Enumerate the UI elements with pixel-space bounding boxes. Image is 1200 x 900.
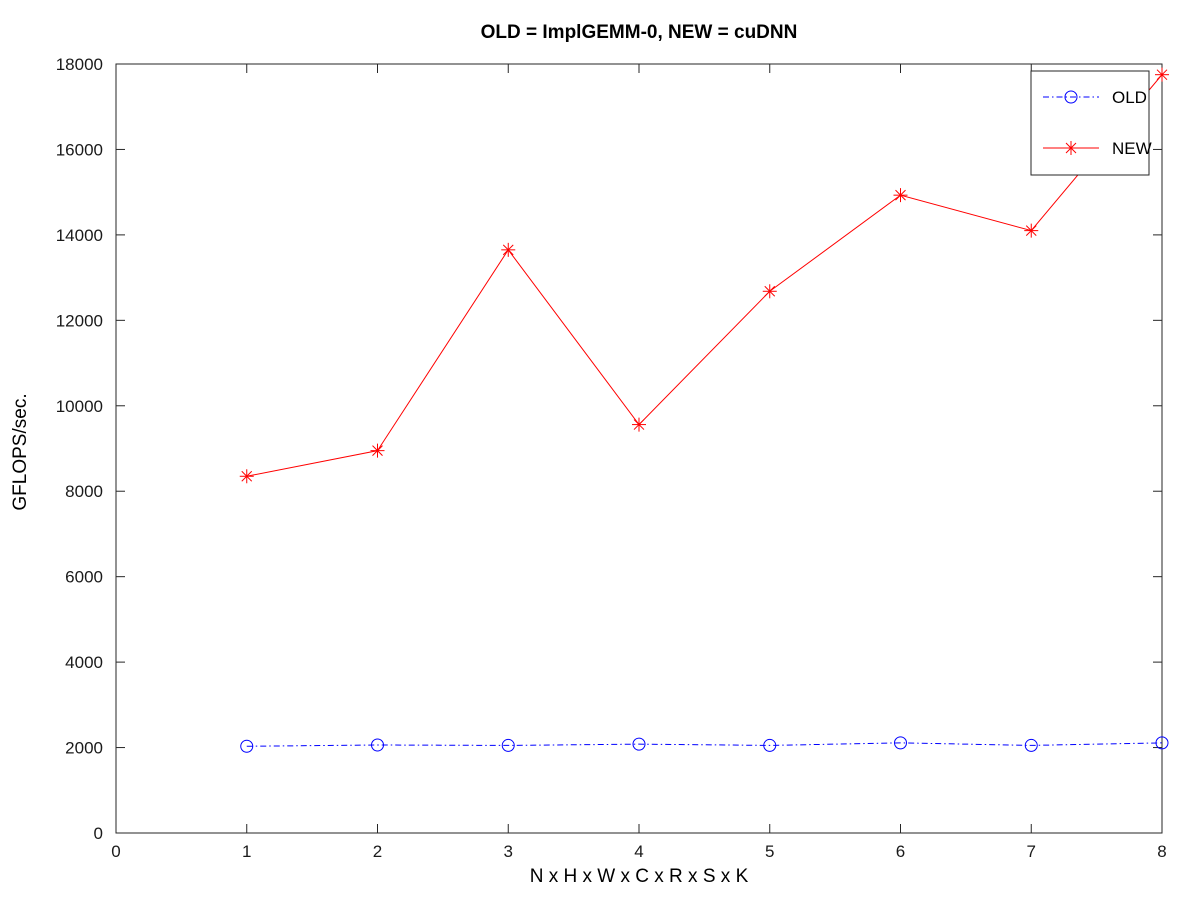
data-point-new xyxy=(632,417,646,432)
y-tick-label: 6000 xyxy=(65,568,103,587)
data-point-new xyxy=(370,443,385,458)
y-tick-label: 12000 xyxy=(56,311,103,330)
y-tick-label: 2000 xyxy=(65,739,103,758)
series-layer xyxy=(239,67,1169,753)
x-tick-label: 2 xyxy=(373,842,382,861)
y-tick-label: 16000 xyxy=(56,140,103,159)
data-point-old xyxy=(371,738,384,752)
series-old xyxy=(240,736,1169,753)
axis-ticks: 0 1 2 3 4 5 6 7 8 0 2000 4000 6000 8000 10000 12000 1400… xyxy=(56,55,1167,861)
legend-marker xyxy=(1064,141,1078,155)
data-point-old xyxy=(1155,736,1169,750)
legend-label: NEW xyxy=(1112,139,1152,158)
x-tick-label: 8 xyxy=(1157,842,1166,861)
y-tick-label: 4000 xyxy=(65,653,103,672)
chart-title: OLD = ImplGEMM-0, NEW = cuDNN xyxy=(481,22,798,43)
y-tick-label: 8000 xyxy=(65,482,103,501)
x-tick-label: 6 xyxy=(896,842,905,861)
x-axis-label: N x H x W x C x R x S x K xyxy=(530,866,749,887)
data-point-old xyxy=(763,738,777,752)
x-tick-label: 7 xyxy=(1027,842,1036,861)
data-point-new xyxy=(1155,67,1169,82)
legend-label: OLD xyxy=(1112,88,1147,107)
plot-area xyxy=(115,63,1163,834)
data-point-new xyxy=(893,188,908,203)
data-point-new xyxy=(762,284,777,299)
series-line-old xyxy=(246,742,1163,747)
legend: OLD NEW xyxy=(1030,70,1152,176)
x-tick-label: 5 xyxy=(765,842,774,861)
data-point-old xyxy=(894,736,907,750)
x-tick-label: 1 xyxy=(242,842,251,861)
legend-box xyxy=(1030,70,1150,176)
x-tick-label: 0 xyxy=(111,842,120,861)
x-tick-label: 3 xyxy=(504,842,513,861)
x-tick-label: 4 xyxy=(634,842,643,861)
data-point-new xyxy=(501,242,516,257)
legend-entry-old: OLD xyxy=(1043,88,1147,107)
legend-marker xyxy=(1064,90,1078,104)
y-tick-label: 14000 xyxy=(56,226,103,245)
series-new xyxy=(239,67,1169,484)
data-point-old xyxy=(1024,738,1038,752)
data-point-old xyxy=(501,738,515,752)
data-point-new xyxy=(1024,223,1039,238)
series-line-new xyxy=(246,74,1163,477)
data-point-old xyxy=(632,737,646,751)
y-tick-label: 0 xyxy=(94,824,103,843)
data-point-old xyxy=(240,739,254,753)
y-axis-label: GFLOPS/sec. xyxy=(10,393,31,510)
y-tick-label: 18000 xyxy=(56,55,103,74)
data-point-new xyxy=(239,469,254,484)
legend-entry-new: NEW xyxy=(1043,139,1152,158)
y-tick-label: 10000 xyxy=(56,397,103,416)
